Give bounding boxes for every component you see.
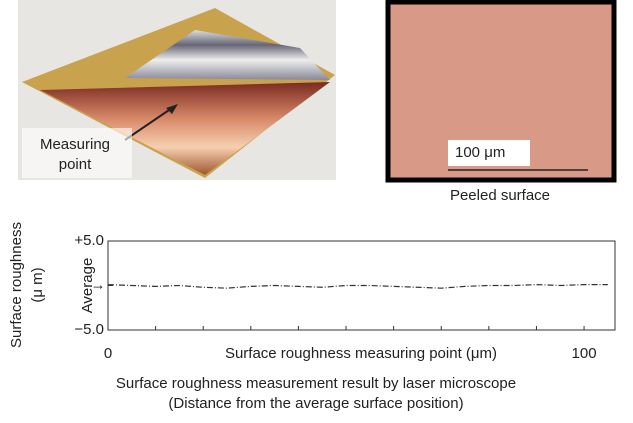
micrograph-caption: Peeled surface	[450, 187, 550, 204]
photo-label: Measuring	[40, 136, 110, 153]
photo-label: point	[59, 156, 92, 173]
micrograph: 100 μm Peeled surface	[388, 2, 614, 204]
x-tick-label: 100	[572, 345, 597, 362]
y-axis-label: (μ m)	[29, 267, 46, 302]
roughness-trace	[108, 285, 608, 289]
figure: Measuring point 100 μm Peeled surface Su…	[0, 0, 633, 418]
y-tick-label: −5.0	[74, 321, 104, 338]
y-axis-label: Surface roughness	[8, 222, 25, 348]
scale-label: 100 μm	[455, 144, 505, 161]
y-tick-label: +5.0	[74, 232, 104, 249]
average-marker: →	[91, 276, 106, 293]
caption: Surface roughness measurement result by …	[116, 375, 516, 392]
x-tick-label: 0	[104, 345, 112, 362]
x-axis-label: Surface roughness measuring point (μm)	[225, 345, 497, 362]
photo: Measuring point	[18, 0, 336, 180]
caption: (Distance from the average surface posit…	[168, 395, 463, 412]
